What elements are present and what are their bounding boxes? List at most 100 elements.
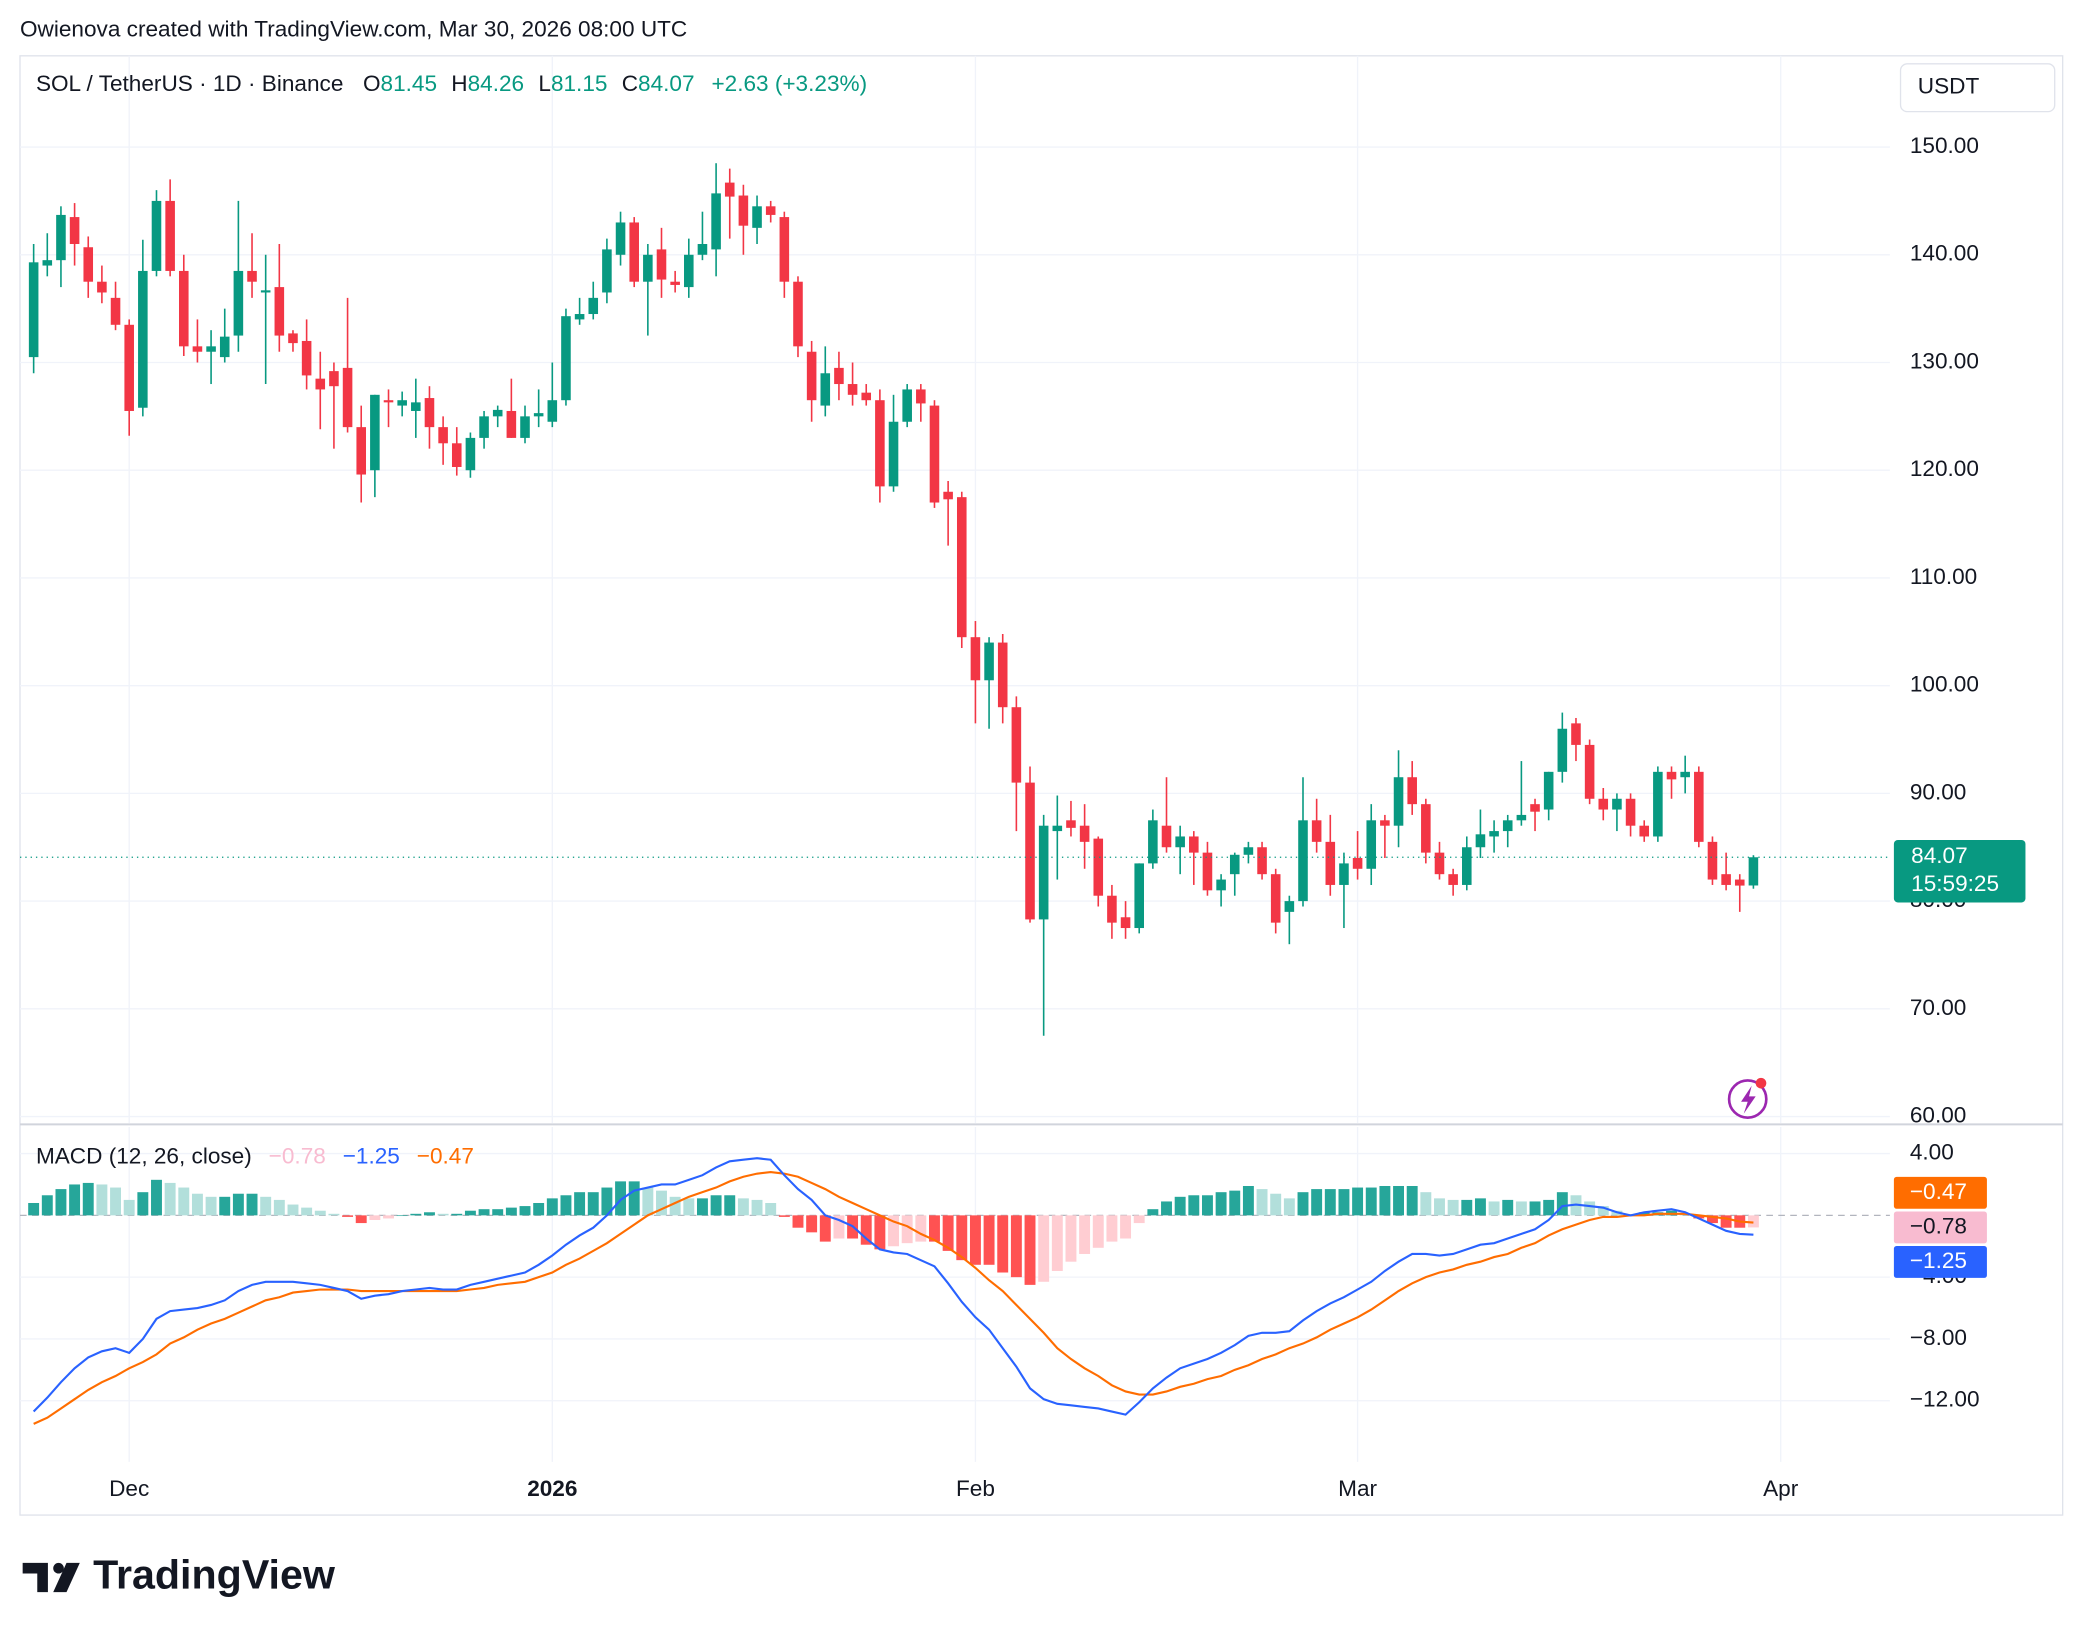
y-tick-label: 140.00 [1910, 241, 1979, 266]
histogram-bar [1201, 1195, 1213, 1216]
candle-body [97, 281, 107, 293]
histogram-bar [792, 1215, 804, 1228]
histogram-bar [355, 1215, 367, 1224]
histogram-bar [1188, 1195, 1200, 1216]
signal-badge-label: −0.47 [1910, 1179, 1967, 1204]
histogram-bar [1079, 1215, 1091, 1254]
candle-body [274, 287, 285, 336]
histogram-bar [41, 1195, 53, 1216]
histogram-bar [96, 1184, 108, 1216]
candle-body [1748, 857, 1759, 886]
y-tick-label: 60.00 [1910, 1103, 1967, 1128]
currency-button[interactable] [1899, 63, 2056, 113]
candle-body [397, 400, 407, 406]
candle-body [1543, 771, 1554, 810]
candle-body [602, 249, 612, 293]
candle-body [179, 270, 189, 347]
histogram-bar [997, 1215, 1009, 1273]
histogram-bar [833, 1215, 845, 1239]
histogram-bar [1747, 1215, 1759, 1228]
histogram-bar [191, 1193, 203, 1216]
candle-body [479, 416, 489, 438]
macd-line [32, 1157, 1754, 1416]
histogram-bar [983, 1215, 995, 1265]
candle-body [1639, 825, 1650, 837]
y-tick-label: 130.00 [1910, 348, 1979, 373]
candle-body [1366, 820, 1377, 869]
candle-body [1571, 723, 1581, 745]
candle-body [1434, 852, 1445, 875]
histogram-bar [1147, 1209, 1159, 1216]
candle-body [342, 367, 353, 428]
histogram-bar [1393, 1186, 1405, 1216]
histogram-bar [1543, 1199, 1555, 1216]
symbol-legend: SOL / TetherUS · 1D · Binance O81.45 H84… [36, 71, 867, 96]
candle-body [1421, 804, 1431, 853]
candle-body [629, 222, 639, 282]
marks [19, 163, 1890, 1425]
histogram-bar [369, 1215, 381, 1220]
histogram-bar [601, 1187, 613, 1216]
y-tick-label: −8.00 [1910, 1325, 1967, 1350]
histogram-bar [1447, 1199, 1459, 1216]
histogram-bar [383, 1215, 394, 1219]
candle-body [1270, 874, 1281, 923]
alert-icon[interactable] [1727, 1077, 1768, 1120]
histogram-bar [929, 1215, 940, 1242]
histogram-bar [546, 1198, 558, 1216]
histogram-bar [1242, 1186, 1254, 1216]
candle-body [1202, 852, 1213, 891]
macd-badge-label: −1.25 [1910, 1248, 1967, 1273]
histogram-bar [314, 1210, 326, 1216]
histogram-bar [424, 1212, 435, 1216]
histogram-bar [301, 1207, 313, 1216]
histogram-bar [956, 1215, 968, 1261]
chart-frame [19, 55, 2064, 1516]
candle-body [1680, 771, 1690, 778]
candle-body [943, 491, 953, 500]
candle-body [1557, 728, 1568, 772]
histogram-bar [273, 1199, 285, 1216]
high-value: 84.26 [468, 71, 525, 96]
histogram-bar [1215, 1192, 1227, 1216]
histogram-bar [519, 1206, 531, 1216]
histogram-value: −0.78 [269, 1144, 326, 1169]
y-tick-label: 4.00 [1910, 1140, 1954, 1165]
histogram-bar [1597, 1206, 1609, 1216]
candle-body [1161, 825, 1172, 848]
candle-body [1489, 831, 1499, 837]
candle-body [424, 398, 435, 428]
countdown: 15:59:25 [1911, 871, 1999, 896]
histogram-bar [1256, 1189, 1268, 1216]
histogram-bar [1720, 1215, 1732, 1228]
low-label: L [538, 71, 551, 96]
histogram-bar [82, 1182, 94, 1216]
histogram-bar [1024, 1215, 1036, 1285]
candle-body [124, 324, 134, 411]
candle-body [615, 222, 626, 255]
candle-body [711, 193, 721, 250]
candle-body [888, 421, 899, 487]
histogram-bar [628, 1181, 640, 1216]
candle-body [1393, 777, 1404, 826]
open-value: 81.45 [381, 71, 438, 96]
candle-body [820, 373, 831, 406]
candle-body [1284, 901, 1295, 912]
candle-body [1325, 841, 1336, 885]
candle-body [670, 281, 680, 285]
candle-body [301, 340, 312, 376]
candle-body [1298, 820, 1308, 902]
candle-body [69, 217, 80, 245]
candle-body [138, 270, 148, 408]
histogram-bar [1352, 1187, 1364, 1216]
candle-body [847, 384, 858, 395]
histogram-bar [287, 1204, 299, 1216]
histogram-bar [587, 1192, 599, 1216]
candle-body [984, 642, 994, 681]
histogram-bar [642, 1187, 654, 1216]
candle-body [684, 254, 694, 288]
symbol: SOL / TetherUS · 1D · Binance [36, 71, 343, 96]
candle-body [1352, 858, 1363, 869]
candle-body [1066, 820, 1076, 828]
